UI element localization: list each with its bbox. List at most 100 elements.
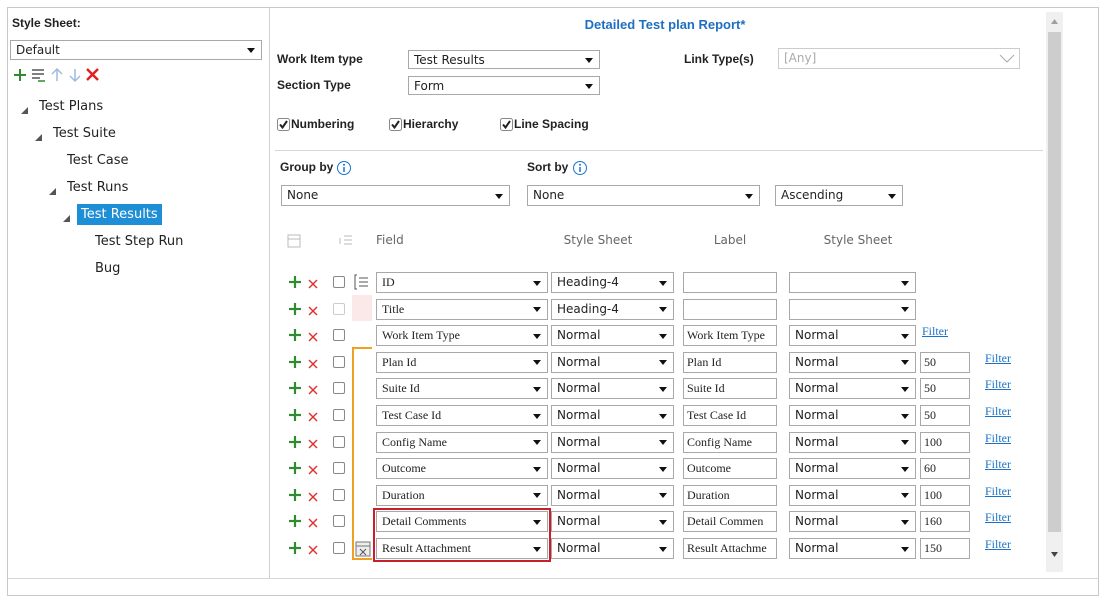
label-input[interactable] [683, 272, 777, 293]
expand-toggle[interactable] [35, 131, 43, 141]
add-row[interactable] [288, 408, 302, 422]
label-input[interactable]: Test Case Id [683, 405, 777, 426]
scroll-thumb[interactable] [1048, 32, 1061, 532]
up-icon[interactable] [51, 67, 63, 81]
checkbox[interactable] [389, 118, 402, 131]
remove-row[interactable] [308, 438, 318, 449]
width-input[interactable]: 100 [920, 431, 970, 453]
tree-node[interactable]: Test Case [67, 153, 129, 168]
label-style-select[interactable]: Normal [789, 325, 916, 347]
label-style-select[interactable] [789, 272, 916, 293]
label-input[interactable]: Detail Commen [683, 511, 777, 533]
info-icon[interactable] [336, 160, 352, 176]
style-select[interactable]: Heading-4 [551, 272, 674, 293]
section-type-select[interactable]: Form [408, 76, 600, 95]
tree-node[interactable]: Test Plans [39, 99, 104, 114]
label-style-select[interactable]: Normal [789, 511, 916, 533]
group-by-select[interactable]: None [281, 185, 510, 206]
tree-node[interactable]: Test Results [77, 204, 162, 225]
sort-by-select[interactable]: None [527, 185, 760, 206]
remove-row[interactable] [308, 305, 318, 316]
filter-link[interactable]: Filter [985, 457, 1011, 472]
width-input[interactable]: 50 [920, 405, 970, 426]
remove-row[interactable] [308, 278, 318, 289]
row-icon[interactable] [355, 541, 371, 557]
row-checkbox[interactable] [333, 542, 345, 554]
label-input[interactable]: Suite Id [683, 378, 777, 400]
row-checkbox[interactable] [333, 302, 345, 315]
filter-link[interactable]: Filter [985, 377, 1011, 392]
width-input[interactable]: 60 [920, 458, 970, 480]
down-icon[interactable] [69, 69, 81, 83]
remove-row[interactable] [308, 384, 318, 395]
filter-link[interactable]: Filter [985, 404, 1011, 418]
label-input[interactable]: Work Item Type [683, 325, 777, 347]
expand-toggle[interactable] [49, 185, 57, 195]
checkbox[interactable] [277, 118, 290, 131]
field-select[interactable]: Plan Id [376, 351, 548, 373]
label-input[interactable]: Outcome [683, 458, 777, 480]
info-icon[interactable] [572, 160, 588, 176]
label-input[interactable]: Plan Id [683, 351, 777, 373]
filter-link[interactable]: Filter [985, 537, 1011, 551]
add-row[interactable] [288, 275, 302, 289]
remove-row[interactable] [308, 331, 318, 342]
add-row[interactable] [288, 381, 302, 395]
field-select[interactable]: Title [376, 298, 548, 320]
style-select[interactable]: Normal [551, 484, 674, 506]
expand-toggle[interactable] [63, 212, 71, 222]
style-select[interactable]: Normal [551, 351, 674, 373]
delete-icon[interactable] [86, 68, 99, 81]
label-style-select[interactable]: Normal [789, 458, 916, 480]
tree-node[interactable]: Bug [95, 261, 121, 276]
work-item-type-select[interactable]: Test Results [408, 50, 600, 69]
label-input[interactable]: Result Attachme [683, 538, 777, 559]
add-row[interactable] [288, 461, 302, 475]
width-input[interactable]: 50 [920, 351, 970, 373]
row-icon[interactable] [353, 273, 371, 291]
field-select[interactable]: Config Name [376, 431, 548, 453]
row-checkbox[interactable] [333, 462, 345, 475]
field-select[interactable]: Detail Comments [376, 511, 548, 533]
filter-link[interactable]: Filter [985, 510, 1011, 525]
field-select[interactable]: ID [376, 272, 548, 293]
field-select[interactable]: Outcome [376, 458, 548, 480]
row-checkbox[interactable] [333, 382, 345, 395]
style-select[interactable]: Normal [551, 431, 674, 453]
label-input[interactable]: Duration [683, 484, 777, 506]
label-input[interactable] [683, 298, 777, 320]
add-row[interactable] [288, 435, 302, 449]
filter-link[interactable]: Filter [922, 324, 948, 339]
field-select[interactable]: Test Case Id [376, 405, 548, 426]
row-checkbox[interactable] [333, 435, 345, 448]
width-input[interactable]: 50 [920, 378, 970, 400]
style-select[interactable]: Normal [551, 538, 674, 559]
style-select[interactable]: Normal [551, 378, 674, 400]
filter-link[interactable]: Filter [985, 350, 1011, 365]
tree-node[interactable]: Test Runs [67, 180, 129, 195]
field-select[interactable]: Result Attachment [376, 538, 548, 559]
row-checkbox[interactable] [333, 409, 345, 421]
field-select[interactable]: Duration [376, 484, 548, 506]
label-style-select[interactable]: Normal [789, 378, 916, 400]
label-style-select[interactable]: Normal [789, 431, 916, 453]
add-row[interactable] [288, 328, 302, 342]
style-sheet-select[interactable]: Default [10, 40, 262, 60]
label-style-select[interactable] [789, 298, 916, 320]
style-select[interactable]: Normal [551, 405, 674, 426]
add-row[interactable] [288, 355, 302, 369]
width-input[interactable]: 160 [920, 511, 970, 533]
filter-link[interactable]: Filter [985, 430, 1011, 445]
add-icon[interactable] [14, 69, 26, 81]
tree-node[interactable]: Test Suite [53, 126, 116, 141]
row-checkbox[interactable] [333, 329, 345, 342]
style-select[interactable]: Normal [551, 511, 674, 533]
add-row[interactable] [288, 514, 302, 528]
checkbox[interactable] [500, 118, 513, 131]
remove-row[interactable] [308, 411, 318, 422]
add-row[interactable] [288, 302, 302, 316]
field-select[interactable]: Work Item Type [376, 325, 548, 347]
width-input[interactable]: 100 [920, 484, 970, 506]
label-style-select[interactable]: Normal [789, 351, 916, 373]
sort-order-select[interactable]: Ascending [775, 185, 903, 206]
